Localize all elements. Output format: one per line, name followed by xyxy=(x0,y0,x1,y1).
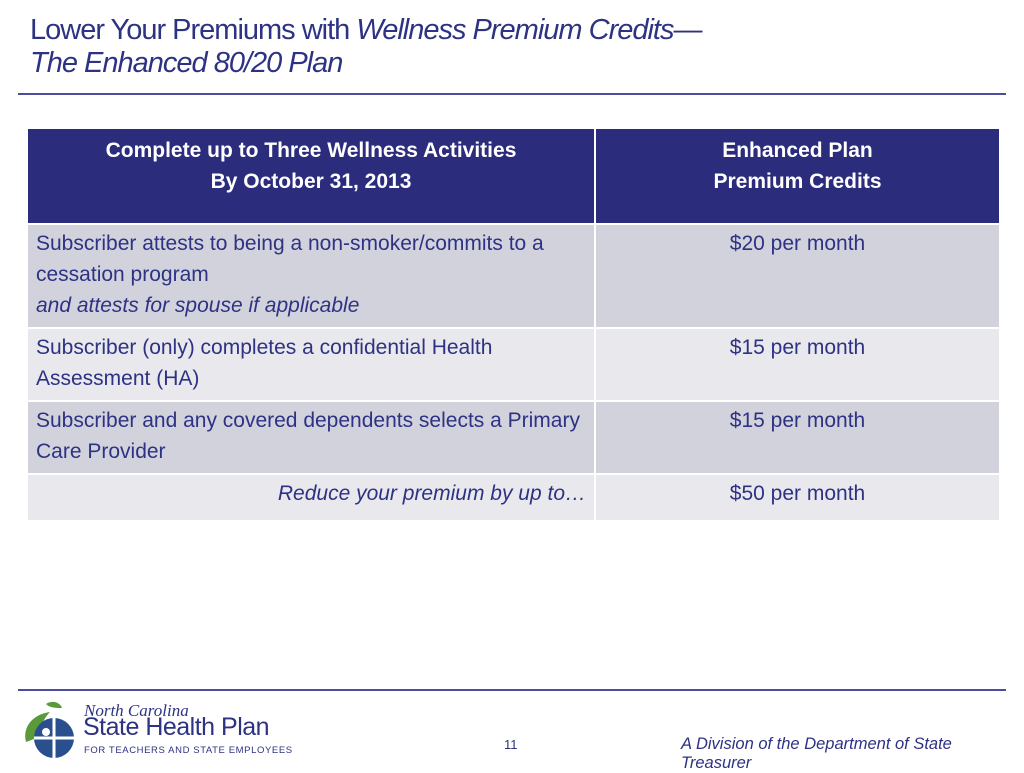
header-activities: Complete up to Three Wellness Activities… xyxy=(26,127,596,225)
activity-cell: Subscriber and any covered dependents se… xyxy=(26,400,596,475)
header-activities-line1: Complete up to Three Wellness Activities xyxy=(105,139,517,162)
slide-title: Lower Your Premiums with Wellness Premiu… xyxy=(30,14,990,80)
header-credits-line1: Enhanced Plan xyxy=(722,139,873,162)
credit-cell: $20 per month xyxy=(594,223,1001,329)
nc-shp-logo-icon xyxy=(25,701,74,758)
table-row: Subscriber attests to being a non-smoker… xyxy=(26,223,1001,329)
title-italic: Wellness Premium Credits— xyxy=(356,14,702,46)
credit-cell: $15 per month xyxy=(594,327,1001,402)
header-credits: Enhanced Plan Premium Credits xyxy=(594,127,1001,225)
activity-cell: Subscriber attests to being a non-smoker… xyxy=(26,223,596,329)
division-tagline: A Division of the Department of State Tr… xyxy=(681,735,952,772)
title-divider xyxy=(18,93,1006,95)
footer-divider xyxy=(18,689,1006,691)
activity-italic-note: and attests for spouse if applicable xyxy=(36,294,360,317)
logo-state-health-plan: State Health Plan xyxy=(83,713,270,741)
activity-text: Subscriber attests to being a non-smoker… xyxy=(36,232,544,286)
table-header-row: Complete up to Three Wellness Activities… xyxy=(26,127,1001,225)
total-label-cell: Reduce your premium by up to… xyxy=(26,473,596,522)
header-activities-line2: By October 31, 2013 xyxy=(210,170,412,193)
total-credit-cell: $50 per month xyxy=(594,473,1001,522)
activity-cell: Subscriber (only) completes a confidenti… xyxy=(26,327,596,402)
wellness-credits-table: Complete up to Three Wellness Activities… xyxy=(26,127,1001,522)
table-total-row: Reduce your premium by up to… $50 per mo… xyxy=(26,473,1001,522)
table-row: Subscriber (only) completes a confidenti… xyxy=(26,327,1001,402)
logo-tagline: FOR TEACHERS AND STATE EMPLOYEES xyxy=(84,745,293,756)
credit-cell: $15 per month xyxy=(594,400,1001,475)
title-line2: The Enhanced 80/20 Plan xyxy=(30,47,343,79)
page-number: 11 xyxy=(504,737,518,752)
header-credits-line2: Premium Credits xyxy=(713,170,882,193)
table-row: Subscriber and any covered dependents se… xyxy=(26,400,1001,475)
logo-north-carolina: North Carolina xyxy=(84,701,189,720)
title-plain: Lower Your Premiums with xyxy=(30,14,357,46)
